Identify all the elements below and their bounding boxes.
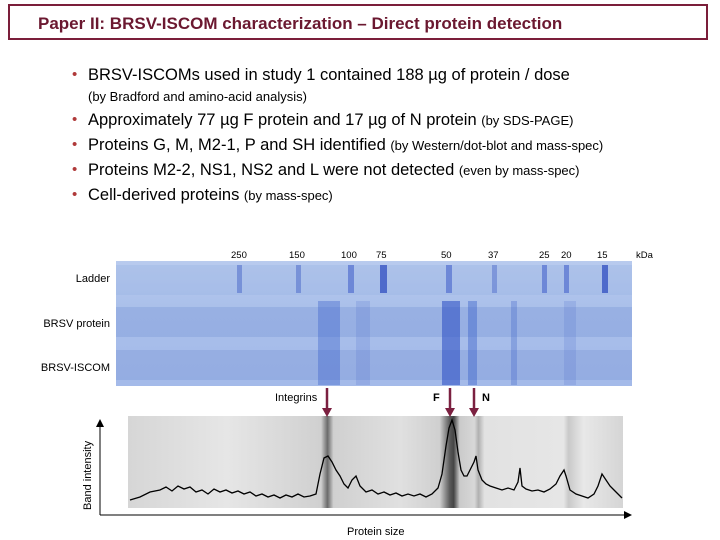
bullet-note: (by Western/dot-blot and mass-spec) [390,138,604,153]
bullet-main: Proteins G, M, M2-1, P and SH identified [88,136,391,154]
bullet-main: Approximately 77 µg F protein and 17 µg … [88,111,482,129]
kda-marker-label: 37 [488,250,499,261]
slide-title: Paper II: BRSV-ISCOM characterization – … [38,14,563,33]
arrow-label-integrins: Integrins [275,392,318,404]
kda-unit-label: kDa [636,250,653,261]
bullet-dot-icon: • [72,136,78,153]
gel-band-n [468,301,477,385]
bullet-subline: (by Bradford and amino-acid analysis) [88,89,307,104]
gel-band [564,265,569,293]
x-axis-label: Protein size [347,526,405,538]
kda-marker-label: 25 [539,250,550,261]
arrow-f [445,388,455,417]
arrow-integrins [322,388,332,417]
bullet-dot-icon: • [72,161,78,178]
gel-band [237,265,242,293]
gel-band [542,265,547,293]
gel-lane-brsv-iscom [116,350,632,380]
gel-band [446,265,452,293]
bullet-main: Cell-derived proteins [88,186,244,204]
gel-band [564,301,576,385]
bullet-note: (by SDS-PAGE) [481,113,574,128]
y-axis-label: Band intensity [82,440,94,510]
sds-page-gel-image [116,261,632,386]
gel-band [511,301,517,385]
kda-marker-label: 100 [341,250,357,261]
arrow-label-f: F [433,392,440,404]
gel-band [356,301,370,385]
bullet-main: Proteins M2-2, NS1, NS2 and L were not d… [88,161,459,179]
arrow-label-n: N [482,392,490,404]
bullet-item: • Approximately 77 µg F protein and 17 µg… [72,109,712,132]
gel-band [380,265,387,293]
kda-marker-label: 250 [231,250,247,261]
gel-band [602,265,608,293]
kda-marker-label: 75 [376,250,387,261]
bullet-item: • Proteins G, M, M2-1, P and SH identifie… [72,134,712,157]
bullet-note: (even by mass-spec) [458,163,580,178]
bullet-item: • Proteins M2-2, NS1, NS2 and L were not … [72,159,712,182]
arrow-n [469,388,479,417]
bullet-dot-icon: • [72,111,78,128]
bullet-dot-icon: • [72,66,78,83]
gel-band-f [442,301,460,385]
bullet-item: • Cell-derived proteins (by mass-spec) [72,184,712,207]
gel-band [492,265,497,293]
gel-band [348,265,354,293]
kda-marker-label: 20 [561,250,572,261]
gel-band [296,265,301,293]
gel-lane-brsv-protein [116,307,632,337]
y-axis-arrow-icon [96,419,104,427]
bullet-dot-icon: • [72,186,78,203]
bullet-item: • BRSV-ISCOMs used in study 1 contained 1… [72,64,712,87]
lane-label-brsv-protein: BRSV protein [43,318,110,330]
bullet-list: • BRSV-ISCOMs used in study 1 contained 1… [72,64,712,207]
lane-label-brsv-iscom: BRSV-ISCOM [40,362,110,374]
bullet-main: BRSV-ISCOMs used in study 1 contained 18… [88,66,570,84]
kda-marker-label: 150 [289,250,305,261]
kda-marker-label: 50 [441,250,452,261]
x-axis-arrow-icon [624,511,632,519]
gel-band-integrins [318,301,340,385]
lane-label-ladder: Ladder [75,273,110,285]
title-box: Paper II: BRSV-ISCOM characterization – … [8,4,708,40]
bullet-note: (by mass-spec) [243,188,333,203]
kda-marker-label: 15 [597,250,608,261]
band-intensity-trace [129,417,623,501]
